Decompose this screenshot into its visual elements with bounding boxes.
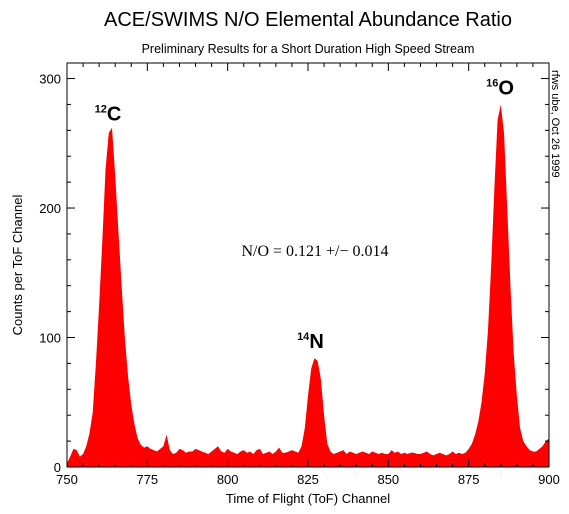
series-area [67, 104, 549, 467]
peak-labels: 12C 14N 16O [95, 77, 514, 353]
peak-label: 12C [95, 103, 122, 125]
y-axis: 0 100 200 300 [39, 72, 549, 475]
x-tick-label: 900 [538, 472, 560, 487]
x-axis: 750 775 800 825 850 875 900 [56, 63, 560, 487]
y-tick-label: 300 [39, 72, 61, 87]
chart-title: ACE/SWIMS N/O Elemental Abundance Ratio [104, 9, 512, 31]
plot-area [66, 62, 550, 468]
side-note: rfws ube, Oct 26 1999 [549, 70, 561, 178]
x-tick-label: 875 [458, 472, 480, 487]
x-axis-label: Time of Flight (ToF) Channel [226, 491, 390, 506]
x-tick-label: 850 [377, 472, 399, 487]
peak-mass-number: 16 [486, 77, 498, 89]
y-tick-label: 200 [39, 201, 61, 216]
ratio-annotation: N/O = 0.121 +/− 0.014 [241, 243, 388, 260]
peak-label: 16O [486, 77, 514, 99]
x-tick-label: 825 [297, 472, 319, 487]
chart-subtitle: Preliminary Results for a Short Duration… [142, 42, 475, 56]
peak-element: N [309, 331, 323, 353]
y-tick-label: 0 [54, 460, 61, 475]
x-tick-label: 750 [56, 472, 78, 487]
peak-mass-number: 14 [297, 331, 310, 343]
peak-mass-number: 12 [95, 103, 107, 115]
peak-element: O [498, 77, 514, 99]
peak-label: 14N [297, 331, 324, 353]
peak-element: C [107, 103, 121, 125]
x-tick-label: 800 [217, 472, 239, 487]
x-tick-label: 775 [136, 472, 158, 487]
y-axis-label: Counts per ToF Channel [10, 195, 25, 336]
y-tick-label: 100 [39, 331, 61, 346]
